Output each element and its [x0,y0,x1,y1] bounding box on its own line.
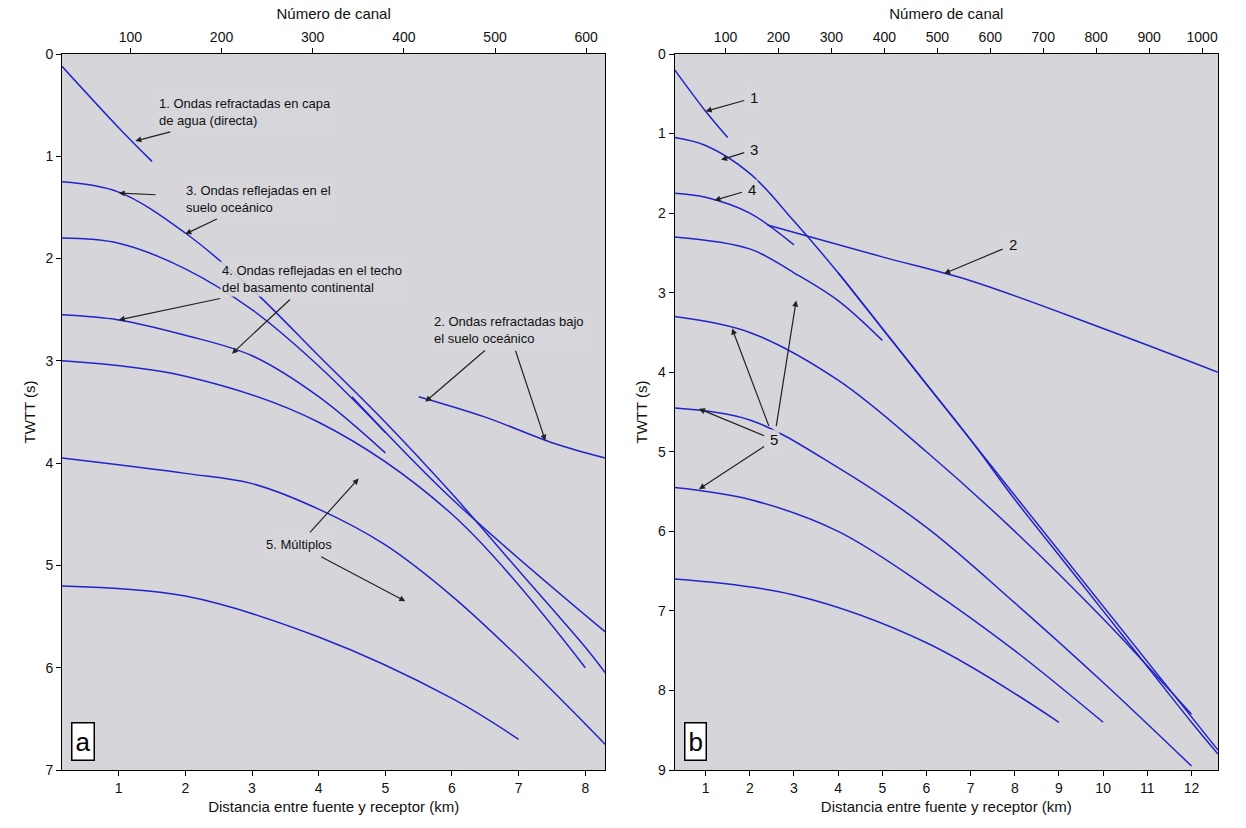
svg-text:4. Ondas reflejadas en el tech: 4. Ondas reflejadas en el techodel basam… [222,263,402,295]
svg-text:0: 0 [658,46,666,62]
svg-text:Número de canal: Número de canal [889,5,1003,22]
svg-text:6: 6 [448,780,456,796]
svg-text:400: 400 [873,29,897,45]
svg-text:200: 200 [210,29,234,45]
svg-text:2: 2 [181,780,189,796]
svg-text:500: 500 [926,29,950,45]
svg-text:11: 11 [1140,780,1155,796]
svg-text:2: 2 [45,250,53,266]
svg-text:6: 6 [45,660,53,676]
svg-text:9: 9 [1055,780,1063,796]
svg-text:1000: 1000 [1187,29,1218,45]
svg-text:10: 10 [1095,780,1111,796]
svg-text:300: 300 [301,29,325,45]
svg-text:TWTT (s): TWTT (s) [633,380,650,443]
svg-text:800: 800 [1085,29,1109,45]
svg-text:8: 8 [1011,780,1019,796]
svg-text:600: 600 [575,29,599,45]
svg-text:900: 900 [1137,29,1161,45]
svg-text:600: 600 [979,29,1003,45]
svg-text:6: 6 [658,523,666,539]
svg-text:4: 4 [315,780,323,796]
svg-text:TWTT (s): TWTT (s) [21,380,38,443]
svg-text:5. Múltiplos: 5. Múltiplos [266,537,332,552]
svg-text:3: 3 [248,780,256,796]
svg-text:400: 400 [392,29,416,45]
svg-text:8: 8 [658,682,666,698]
svg-text:6: 6 [923,780,931,796]
svg-text:7: 7 [967,780,975,796]
svg-text:7: 7 [658,603,666,619]
svg-text:700: 700 [1032,29,1056,45]
svg-text:500: 500 [483,29,507,45]
svg-text:1: 1 [658,125,666,141]
svg-text:3. Ondas reflejadas en elsuelo: 3. Ondas reflejadas en elsuelo oceánico [186,183,331,215]
svg-text:5: 5 [770,431,778,448]
svg-text:3: 3 [750,141,758,158]
svg-text:Distancia entre fuente y recep: Distancia entre fuente y receptor (km) [208,798,459,815]
svg-text:2. Ondas refractadas bajoel su: 2. Ondas refractadas bajoel suelo oceáni… [434,314,584,346]
svg-text:7: 7 [515,780,523,796]
svg-text:100: 100 [119,29,143,45]
svg-text:7: 7 [45,762,53,778]
svg-text:a: a [76,727,91,757]
svg-text:4: 4 [834,780,842,796]
svg-text:5: 5 [381,780,389,796]
svg-text:Número de canal: Número de canal [277,5,391,22]
svg-text:1: 1 [115,780,123,796]
svg-text:12: 12 [1184,780,1200,796]
svg-text:2: 2 [746,780,754,796]
svg-text:2: 2 [658,205,666,221]
svg-text:1. Ondas refractadas en capade: 1. Ondas refractadas en capade agua (dir… [159,96,331,128]
svg-text:4: 4 [658,364,666,380]
svg-text:5: 5 [658,444,666,460]
svg-text:4: 4 [45,455,53,471]
svg-text:100: 100 [714,29,738,45]
svg-text:200: 200 [767,29,791,45]
svg-text:0: 0 [45,46,53,62]
svg-text:5: 5 [45,557,53,573]
svg-text:3: 3 [790,780,798,796]
svg-text:5: 5 [878,780,886,796]
svg-text:2: 2 [1009,236,1017,253]
svg-text:4: 4 [748,181,756,198]
svg-text:1: 1 [45,148,53,164]
svg-text:3: 3 [658,285,666,301]
svg-text:3: 3 [45,353,53,369]
svg-text:9: 9 [658,762,666,778]
svg-text:1: 1 [750,89,758,106]
svg-text:300: 300 [820,29,844,45]
svg-text:b: b [689,727,703,757]
svg-text:8: 8 [581,780,589,796]
svg-text:1: 1 [702,780,710,796]
svg-text:Distancia entre fuente y recep: Distancia entre fuente y receptor (km) [821,798,1072,815]
